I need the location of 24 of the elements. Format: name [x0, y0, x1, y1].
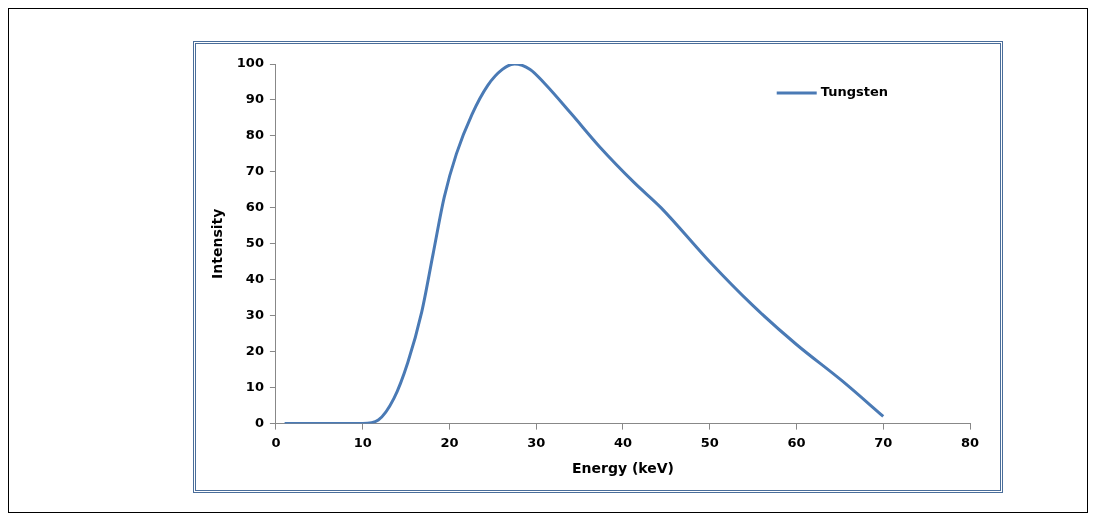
legend-label: Tungsten — [820, 84, 888, 100]
y-axis-title: Intensity — [209, 208, 226, 279]
x-tick-label: 70 — [874, 434, 893, 450]
line-series — [283, 64, 885, 424]
y-tick-label: 50 — [245, 235, 264, 251]
x-tick-label: 50 — [700, 434, 719, 450]
y-tick-label: 40 — [245, 271, 264, 287]
x-tick-label: 40 — [613, 434, 633, 450]
x-axis-title: Energy (keV) — [571, 460, 674, 477]
x-tick-label: 80 — [960, 434, 980, 450]
y-tick-label: 90 — [245, 91, 264, 107]
y-tick-label: 10 — [245, 379, 264, 395]
y-tick-label: 70 — [245, 163, 264, 179]
y-tick-label: 100 — [236, 55, 264, 71]
x-tick-label: 60 — [787, 434, 806, 450]
x-tick-label: 10 — [353, 434, 372, 450]
x-tick-label: 30 — [527, 434, 546, 450]
y-tick-label: 0 — [254, 414, 264, 430]
y-tick-label: 30 — [245, 307, 264, 323]
x-tick-label: 0 — [271, 434, 281, 450]
x-tick-label: 20 — [440, 434, 459, 450]
y-tick-label: 80 — [245, 127, 264, 143]
y-tick-label: 20 — [245, 343, 264, 359]
y-tick-label: 60 — [245, 199, 264, 215]
